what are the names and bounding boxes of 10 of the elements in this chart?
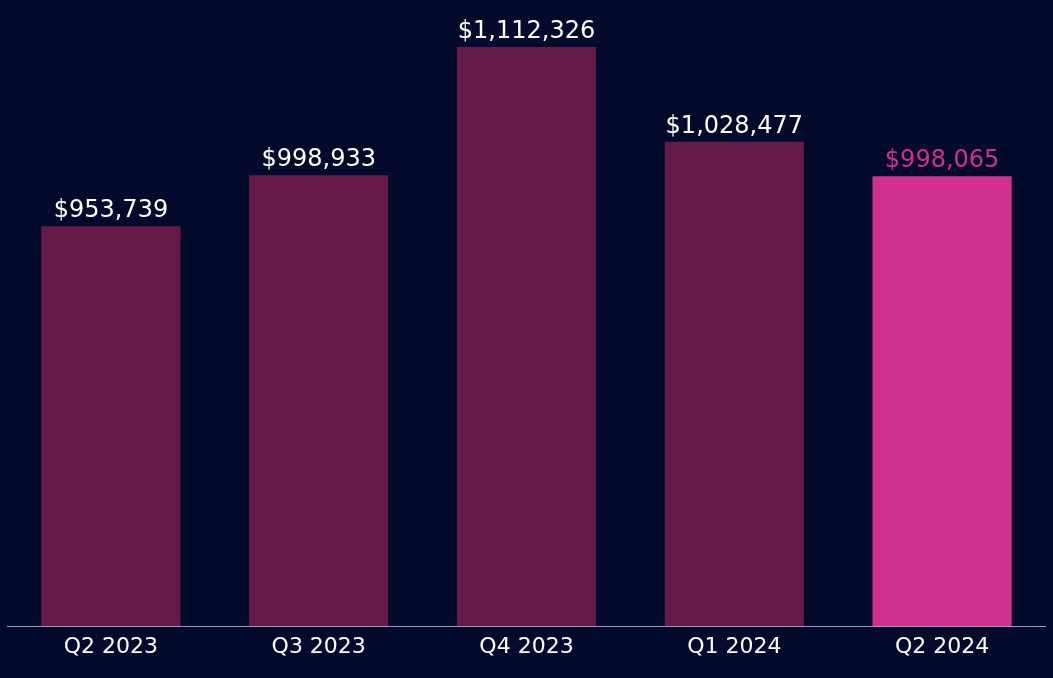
x-tick-label: Q1 2024 bbox=[687, 633, 782, 659]
data-label: $953,739 bbox=[53, 195, 169, 224]
x-tick-label: Q4 2023 bbox=[479, 633, 574, 659]
data-label: $1,028,477 bbox=[665, 110, 804, 139]
x-tick-label: Q2 2024 bbox=[894, 633, 990, 659]
x-tick-label: Q2 2023 bbox=[63, 633, 159, 659]
x-tick-label: Q3 2023 bbox=[271, 633, 366, 659]
data-label: $998,065 bbox=[884, 145, 1000, 174]
data-label: $1,112,326 bbox=[457, 16, 596, 45]
data-label: $998,933 bbox=[261, 144, 376, 173]
